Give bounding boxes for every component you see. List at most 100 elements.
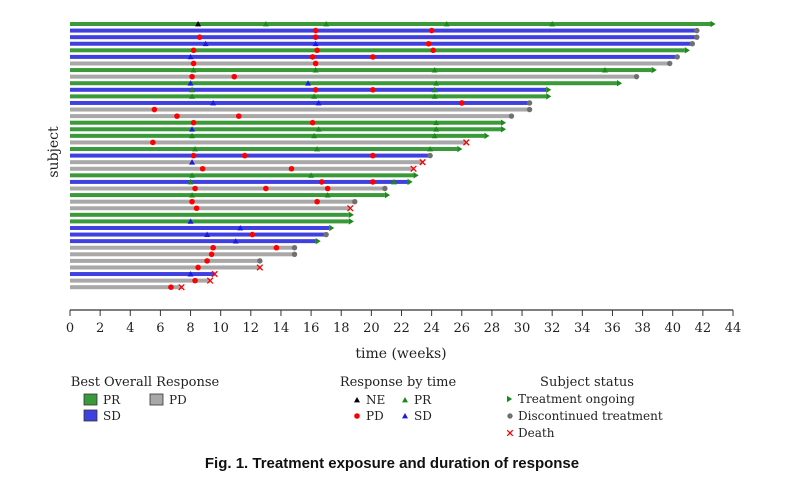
subject-bar [70,41,693,46]
x-tick-label: 44 [725,321,742,336]
legend-swatch-pd [149,393,164,406]
subject-bar [70,94,547,99]
legend-label-ne: NE [366,393,385,407]
status-marker-ongoing [348,218,354,225]
legend-marker-ongoing [507,395,513,403]
status-marker-discontinued [508,113,515,119]
x-tick-label: 10 [212,321,229,336]
legend-marker-pd [354,413,360,419]
subject-bar [70,186,385,191]
response-marker-pr [315,126,322,132]
status-marker-ongoing [407,178,413,186]
response-marker-pr [190,67,197,73]
y-axis-title: subject [46,126,62,178]
subject-bar [70,100,530,105]
subject-bar [70,22,711,26]
subject-bar [70,133,485,138]
subject-bar [70,120,501,125]
subject-bar [70,265,260,270]
response-marker-pd [199,165,206,172]
response-marker-pd [193,205,200,212]
legend-label-pd: PD [169,393,187,407]
x-tick-label: 42 [695,321,712,336]
x-tick-label: 28 [484,321,501,336]
subject-bar [70,74,637,79]
response-marker-pd [318,179,325,185]
status-marker-ongoing [329,224,335,232]
status-marker-discontinued [689,41,696,47]
x-tick-label: 12 [243,321,260,336]
subject-bar [70,206,351,211]
response-marker-pd [370,152,376,159]
response-marker-sd [189,159,196,165]
response-marker-pr [431,93,438,99]
subject-bar [70,278,211,283]
figure-caption: Fig. 1. Treatment exposure and duration … [205,455,579,472]
status-marker-ongoing [710,20,716,28]
response-marker-pr [431,67,438,73]
status-marker-ongoing [684,47,690,54]
legend-response-by-time: Response by time NE PR PD SD [340,375,457,423]
legend-label-pr: PR [103,393,121,407]
x-tick-label: 4 [126,321,134,336]
legend-marker-sd [402,413,408,419]
subject-bar [70,166,414,171]
status-marker-ongoing [348,211,354,219]
response-marker-pd [189,198,195,205]
status-marker-death [211,270,218,278]
response-marker-pd [210,244,216,251]
response-marker-sd [187,271,194,277]
subject-bar [70,285,182,290]
status-marker-discontinued [694,27,700,34]
response-marker-pr [431,86,438,93]
status-marker-discontinued [291,251,298,257]
subject-bar [70,147,458,152]
response-marker-pd [168,284,174,291]
status-marker-ongoing [413,172,419,179]
legend-subject-status: Subject status Treatment ongoing Discont… [506,375,663,440]
response-marker-pr [187,178,194,185]
response-marker-pr [189,93,196,99]
subject-bar [70,48,685,53]
response-marker-pd [189,73,195,80]
response-marker-pd [235,113,242,119]
subject-bar [70,179,408,184]
legend-label-ongoing: Treatment ongoing [518,392,635,406]
status-marker-discontinued [674,54,680,60]
subject-bar [70,68,652,73]
response-marker-pr [189,172,196,178]
subject-bar [70,258,260,263]
response-marker-pr [311,93,318,99]
response-marker-pd [370,54,376,60]
response-marker-pd [192,277,198,284]
legend-best-response: Best Overall Response PR PD SD [71,375,220,423]
response-marker-pr [262,21,269,27]
status-marker-discontinued [352,198,358,205]
response-marker-pd [241,152,248,159]
status-marker-ongoing [315,237,321,245]
x-tick-label: 18 [333,321,350,336]
response-markers [150,21,608,291]
subject-bars [70,22,711,290]
subject-bar [70,127,501,132]
subject-bar [70,114,512,119]
response-marker-pr [549,21,556,27]
response-marker-pd [190,60,197,67]
response-marker-sd [237,224,244,231]
legend-label-pr-marker: PR [414,393,432,407]
response-marker-pr [189,86,196,93]
status-markers [178,20,716,291]
status-marker-ongoing [546,93,552,100]
subject-bar [70,107,530,112]
response-marker-sd [187,53,194,60]
subject-bar [70,212,349,217]
status-marker-ongoing [651,66,657,74]
x-tick-label: 8 [186,321,194,336]
response-marker-pd [458,100,465,106]
response-marker-pd [263,185,269,192]
x-axis-ticks: 0 2 4 6 8 10 12 14 16 18 20 22 24 26 28 30 32 34 36 38 40 42 4… [66,310,741,336]
status-marker-discontinued [291,245,298,251]
x-tick-label: 36 [604,321,621,336]
response-marker-pd [231,73,238,80]
